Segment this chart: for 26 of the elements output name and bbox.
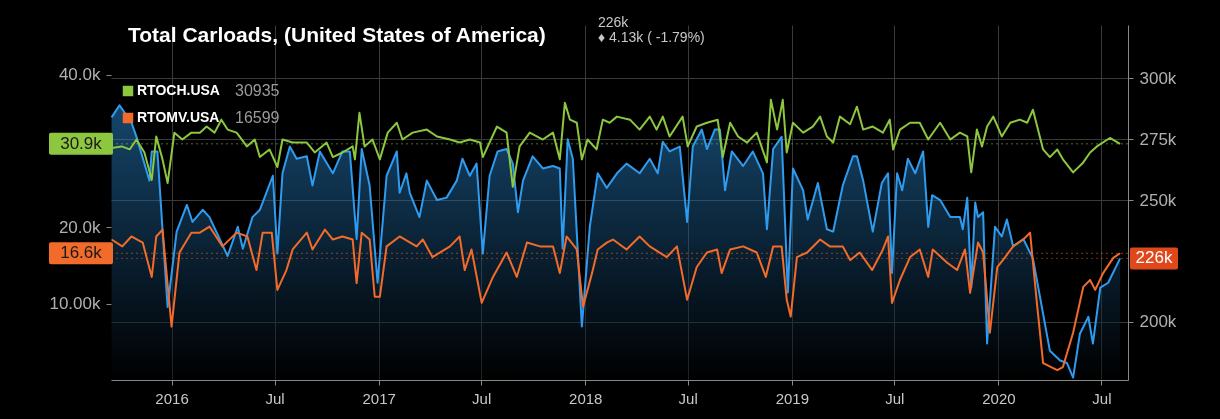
y2-tick-label: 300k	[1139, 68, 1177, 88]
chart-subtitle: 226k ♦ 4.13k ( -1.79%)	[598, 14, 705, 45]
x-tick-label: 2020	[982, 389, 1016, 407]
ref-line-label: 226k	[1135, 248, 1173, 268]
legend-label: RTOMV.USA	[137, 109, 220, 125]
ref-line-label: 16.6k	[60, 243, 103, 263]
x-tick-label: Jul	[472, 389, 492, 407]
x-tick-label: Jul	[885, 389, 905, 407]
y2-tick-label: 275k	[1139, 129, 1177, 149]
x-tick-label: 2019	[775, 389, 810, 407]
y-tick-label: 20.0k	[58, 217, 101, 237]
y-tick-label: 40.0k	[58, 65, 101, 85]
y2-tick-label: 200k	[1139, 312, 1177, 332]
x-tick-label: 2016	[155, 389, 189, 407]
x-tick-label: Jul	[265, 389, 285, 407]
annotation: 30935	[235, 82, 280, 99]
x-tick-label: Jul	[1092, 389, 1112, 407]
x-tick-label: 2018	[569, 389, 603, 407]
ref-line-label: 30.9k	[60, 133, 103, 153]
y-tick-label: 10.00k	[49, 294, 101, 314]
legend-label: RTOCH.USA	[137, 82, 220, 98]
y2-tick-label: 250k	[1139, 190, 1177, 210]
x-tick-label: 2017	[362, 389, 396, 407]
annotation: 16599	[235, 109, 280, 126]
chart-title: Total Carloads, (United States of America)	[128, 23, 546, 46]
x-tick-label: Jul	[678, 389, 698, 407]
